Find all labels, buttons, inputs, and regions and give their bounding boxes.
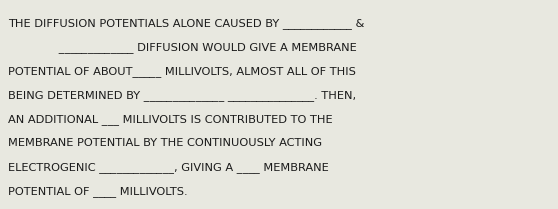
- Text: BEING DETERMINED BY ______________ _______________. THEN,: BEING DETERMINED BY ______________ _____…: [8, 90, 356, 101]
- Text: ELECTROGENIC _____________, GIVING A ____ MEMBRANE: ELECTROGENIC _____________, GIVING A ___…: [8, 162, 329, 173]
- Text: AN ADDITIONAL ___ MILLIVOLTS IS CONTRIBUTED TO THE: AN ADDITIONAL ___ MILLIVOLTS IS CONTRIBU…: [8, 114, 333, 125]
- Text: POTENTIAL OF ABOUT_____ MILLIVOLTS, ALMOST ALL OF THIS: POTENTIAL OF ABOUT_____ MILLIVOLTS, ALMO…: [8, 66, 356, 77]
- Text: THE DIFFUSION POTENTIALS ALONE CAUSED BY ____________ &: THE DIFFUSION POTENTIALS ALONE CAUSED BY…: [8, 18, 364, 29]
- Text: POTENTIAL OF ____ MILLIVOLTS.: POTENTIAL OF ____ MILLIVOLTS.: [8, 186, 187, 197]
- Text: MEMBRANE POTENTIAL BY THE CONTINUOUSLY ACTING: MEMBRANE POTENTIAL BY THE CONTINUOUSLY A…: [8, 138, 322, 148]
- Text: _____________ DIFFUSION WOULD GIVE A MEMBRANE: _____________ DIFFUSION WOULD GIVE A MEM…: [8, 42, 357, 53]
